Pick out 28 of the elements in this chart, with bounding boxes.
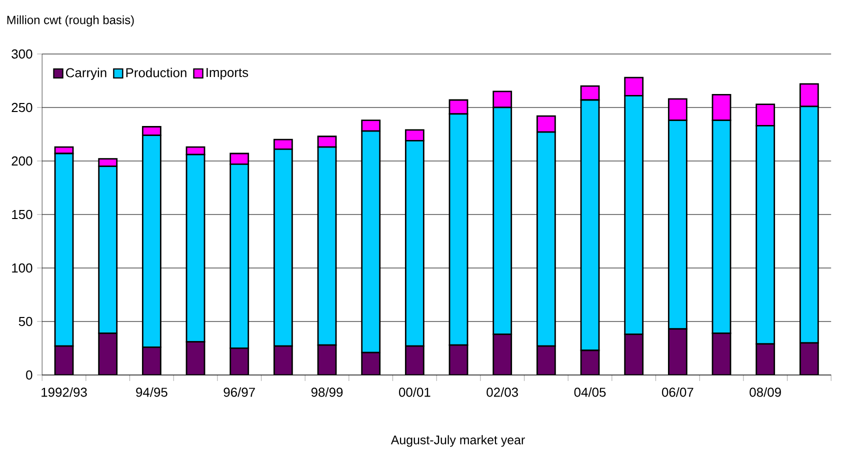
bar <box>712 332 732 375</box>
y-tick-label: 50 <box>18 316 32 326</box>
y-tick-label: 0 <box>26 370 32 380</box>
x-tick-label: 1992/93 <box>42 387 87 397</box>
bar <box>580 350 600 375</box>
x-tick-label: 08/09 <box>750 387 781 397</box>
bar <box>448 344 468 375</box>
y-tick-label: 100 <box>12 263 32 273</box>
legend-label: Imports <box>206 68 248 80</box>
y-tick-label: 300 <box>12 49 32 59</box>
bar <box>317 344 337 375</box>
x-tick-label: 96/97 <box>224 387 255 397</box>
legend-label: Production <box>126 68 186 78</box>
y-tick-label: 250 <box>12 102 32 112</box>
x-tick-label: 02/03 <box>486 387 518 397</box>
x-tick-label: 98/99 <box>311 387 343 397</box>
x-tick-label: 94/95 <box>136 387 168 397</box>
y-tick-label: 150 <box>12 210 32 220</box>
bar <box>186 341 206 375</box>
bar <box>54 345 74 375</box>
x-tick-label: 06/07 <box>662 387 694 397</box>
x-tick-label: 04/05 <box>574 387 606 397</box>
bar <box>668 328 688 375</box>
x-tick-label: 00/01 <box>398 387 430 397</box>
y-tick-label: 200 <box>12 156 32 166</box>
legend-label: Carryin <box>66 68 106 80</box>
y-axis-title: Million cwt (rough basis) <box>7 15 134 27</box>
x-axis-title: August-July market year <box>390 435 525 447</box>
